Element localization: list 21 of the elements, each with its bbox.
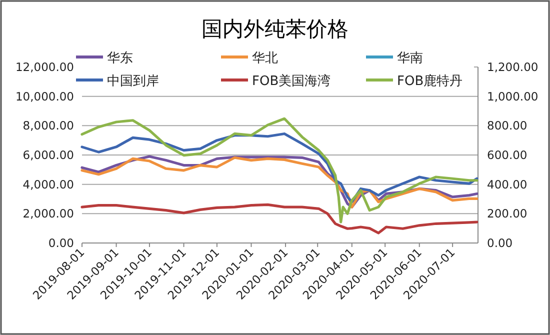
y-tick-label: 2,000.00 (22, 206, 74, 221)
y2-tick-label: 800.00 (487, 118, 528, 133)
legend-label: FOB鹿特丹 (397, 74, 463, 89)
y-tick-label: 0.00 (48, 236, 74, 250)
y2-tick-label: 200.00 (487, 206, 528, 221)
legend-label: FOB美国海湾 (252, 73, 331, 89)
y2-tick-label: 1,200.00 (487, 60, 538, 74)
y-tick-label: 4,000.00 (22, 177, 74, 192)
legend-label: 华东 (107, 51, 133, 66)
y2-tick-label: 600.00 (487, 148, 528, 162)
y-tick-label: 10,000.00 (15, 89, 74, 104)
y2-tick-label: 0.00 (487, 236, 513, 250)
legend-label: 华南 (397, 51, 423, 66)
legend-label: 华北 (252, 51, 278, 66)
y-tick-label: 8,000.00 (22, 118, 74, 133)
y-tick-label: 6,000.00 (22, 148, 74, 162)
y2-tick-label: 1,000.00 (487, 89, 538, 104)
title: 国内外纯苯价格 (202, 17, 348, 41)
legend-label: 中国到岸 (107, 74, 159, 89)
y2-tick-label: 400.00 (487, 177, 528, 192)
y-tick-label: 12,000.00 (15, 60, 74, 74)
